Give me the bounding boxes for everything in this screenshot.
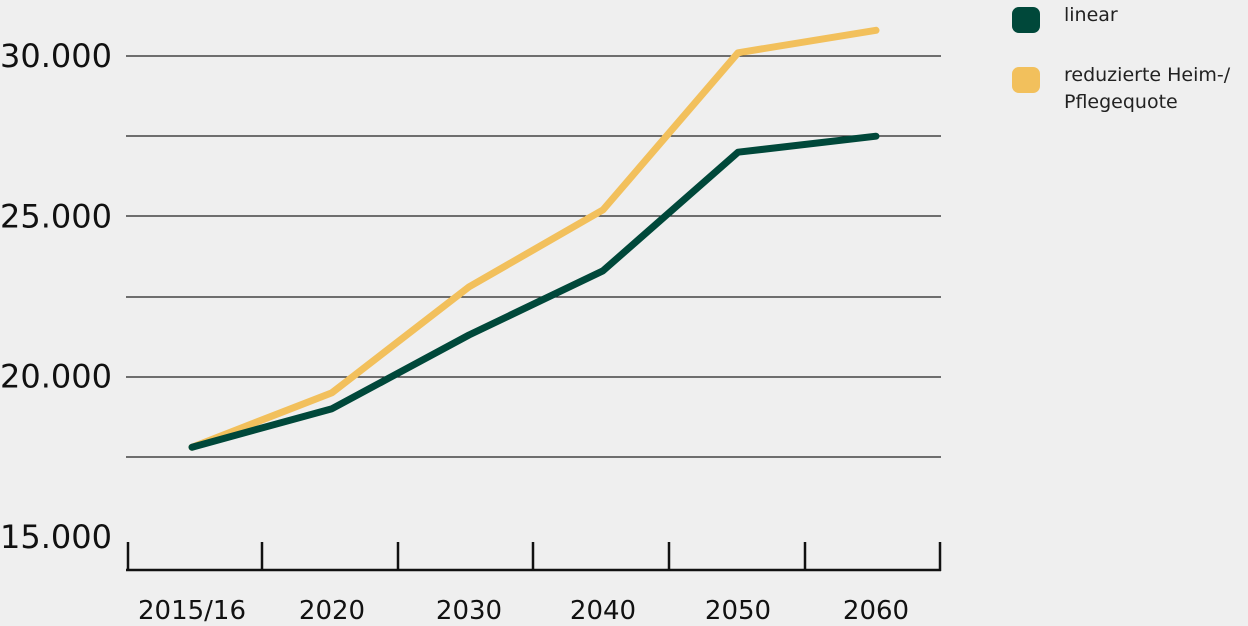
x-tick-label: 2015/16 bbox=[138, 596, 246, 626]
y-tick-label: 15.000 bbox=[0, 518, 112, 556]
x-tick-label: 2030 bbox=[436, 596, 502, 626]
y-tick-label: 30.000 bbox=[0, 37, 112, 75]
series-line-reduced bbox=[188, 26, 880, 451]
legend-swatch-linear bbox=[1012, 7, 1040, 33]
x-tick-label: 2020 bbox=[299, 596, 365, 626]
x-tick-label: 2040 bbox=[570, 596, 636, 626]
series-lines bbox=[188, 26, 880, 451]
legend-item-linear: linear bbox=[1012, 2, 1248, 33]
y-tick-label: 25.000 bbox=[0, 197, 112, 235]
series-line-linear bbox=[188, 132, 880, 451]
legend: linear reduzierte Heim-/ Pflegequote bbox=[1012, 0, 1248, 113]
legend-swatch-reduced bbox=[1012, 67, 1040, 93]
x-tick-label: 2060 bbox=[843, 596, 909, 626]
x-tick-label: 2050 bbox=[705, 596, 771, 626]
y-axis-ticks: 15.000 20.000 25.000 30.000 bbox=[0, 37, 112, 556]
legend-item-reduced: reduzierte Heim-/ Pflegequote bbox=[1012, 62, 1248, 116]
gridlines bbox=[126, 55, 941, 458]
legend-label-linear: linear bbox=[1064, 4, 1118, 26]
x-axis: 2015/16 2020 2030 2040 2050 2060 bbox=[126, 542, 942, 626]
legend-label-reduced: reduzierte Heim-/ Pflegequote bbox=[1064, 64, 1231, 113]
y-tick-label: 20.000 bbox=[0, 358, 112, 396]
